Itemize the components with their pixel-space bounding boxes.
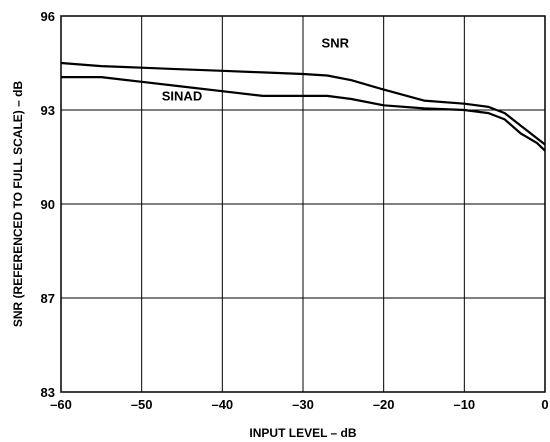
y-tick-label: 96	[41, 9, 55, 24]
series-label-snr: SNR	[322, 35, 350, 50]
series-lines	[60, 61, 546, 152]
x-axis-title: INPUT LEVEL – dB	[249, 426, 356, 440]
series-line-snr	[60, 61, 546, 146]
y-tick-label: 87	[41, 291, 55, 306]
x-tick-label: –10	[453, 397, 475, 412]
x-tick-label: –20	[373, 397, 395, 412]
tick-labels: –60 –50 –40 –30 –20 –10 0 83 87 90 93 96	[41, 9, 549, 412]
x-tick-label: –60	[50, 397, 72, 412]
series-labels: SNR SINAD	[162, 35, 350, 103]
y-tick-label: 83	[41, 385, 55, 400]
grid	[60, 15, 546, 393]
y-tick-label: 93	[41, 103, 55, 118]
y-tick-label: 90	[41, 197, 55, 212]
x-tick-label: –30	[292, 397, 314, 412]
x-tick-label: –50	[131, 397, 153, 412]
x-tick-label: –40	[211, 397, 233, 412]
y-axis-title: SNR (REFERENCED TO FULL SCALE) – dB	[11, 81, 25, 328]
plot-frame	[60, 15, 546, 393]
series-label-sinad: SINAD	[162, 89, 202, 104]
series-line-sinad	[61, 76, 546, 152]
x-tick-label: 0	[541, 397, 548, 412]
